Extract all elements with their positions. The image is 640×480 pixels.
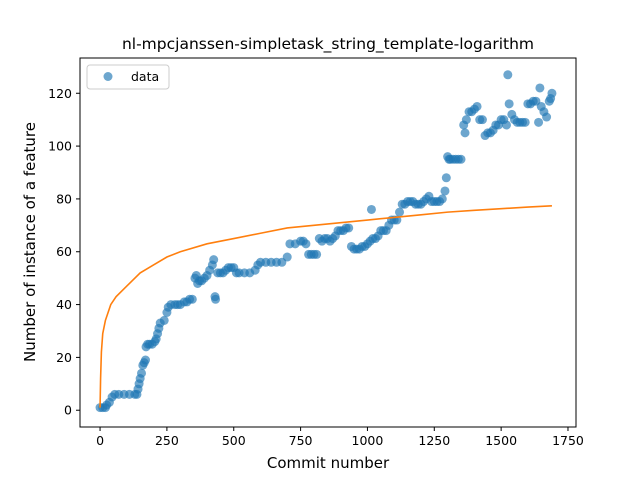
data-point-78	[312, 249, 322, 259]
data-point-110	[395, 207, 405, 217]
legend: data	[86, 64, 170, 90]
data-point-18	[141, 355, 151, 365]
data-point-153	[501, 120, 511, 130]
data-point-135	[456, 154, 466, 164]
data-point-28	[159, 315, 169, 325]
y-tick-label: 20	[56, 350, 72, 365]
x-axis-label: Commit number	[267, 454, 390, 472]
x-tick-label: 1500	[485, 433, 517, 448]
plot-frame	[79, 57, 577, 428]
data-point-161	[520, 117, 530, 127]
data-point-127	[440, 186, 450, 196]
plot-area	[95, 70, 557, 413]
x-tick-label: 0	[96, 433, 104, 448]
x-tick-label: 1250	[418, 433, 450, 448]
data-point-69	[282, 252, 292, 262]
data-point-48	[209, 255, 219, 265]
x-axis: 0 250 500 750 1000 1250 1500 1750	[96, 427, 584, 448]
data-point-74	[301, 239, 311, 249]
data-point-144	[477, 115, 487, 125]
chart-title: nl-mpcjanssen-simpletask_string_template…	[122, 35, 534, 54]
y-tick-label: 40	[56, 297, 72, 312]
data-point-90	[344, 223, 354, 233]
y-tick-label: 0	[64, 403, 72, 418]
data-point-154	[503, 70, 513, 80]
x-tick-label: 500	[222, 433, 246, 448]
data-point-155	[504, 99, 514, 109]
x-tick-label: 1000	[352, 433, 384, 448]
y-axis: 0 20 40 60 80 100 120	[48, 86, 80, 418]
data-point-126	[437, 194, 447, 204]
data-point-99	[366, 204, 376, 214]
y-tick-label: 60	[56, 244, 72, 259]
data-point-38	[187, 294, 197, 304]
x-tick-label: 750	[289, 433, 313, 448]
data-point-15	[137, 368, 146, 378]
data-point-142	[472, 101, 482, 111]
y-axis-label: Number of instance of a feature	[21, 122, 39, 362]
data-point-128	[441, 173, 451, 183]
y-tick-label: 120	[48, 86, 72, 101]
y-tick-label: 80	[56, 191, 72, 206]
legend-label-data: data	[131, 69, 159, 84]
legend-marker-data	[103, 72, 113, 81]
x-tick-label: 1750	[552, 433, 584, 448]
x-tick-label: 250	[155, 433, 179, 448]
legend-box	[86, 64, 170, 90]
data-point-173	[547, 88, 557, 98]
y-tick-label: 100	[48, 139, 72, 154]
data-point-50	[211, 294, 221, 304]
data-point-138	[461, 115, 471, 125]
data-point-166	[534, 117, 544, 127]
data-point-137	[460, 128, 470, 138]
data-point-167	[535, 83, 545, 93]
data-point-170	[542, 112, 552, 122]
fit-line	[99, 204, 552, 408]
